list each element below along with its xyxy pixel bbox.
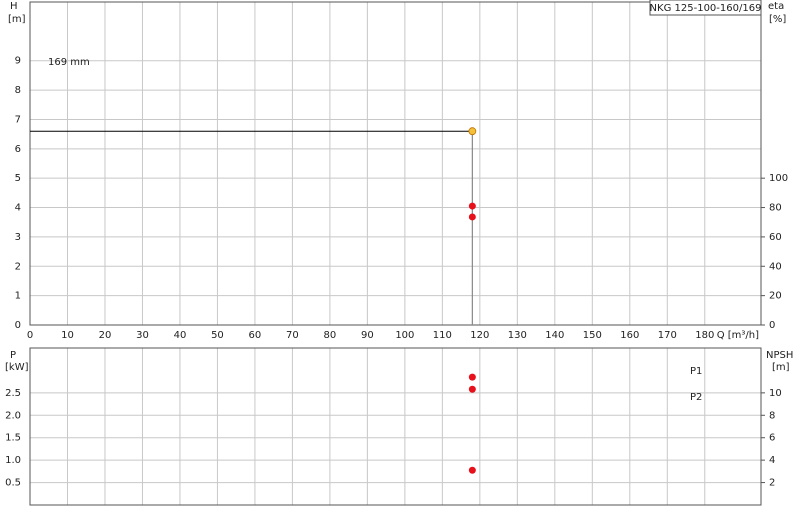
x-tick-label: 90 xyxy=(361,330,374,341)
y2-axis-unit: [m] xyxy=(772,362,790,373)
y-tick-label: 1 xyxy=(15,291,21,302)
y2-axis-label: eta xyxy=(768,1,784,12)
y-tick-label: 1.5 xyxy=(5,433,21,444)
operating-point xyxy=(468,202,476,210)
y2-tick-label: 10 xyxy=(769,388,782,399)
curve-label: P2 xyxy=(690,392,702,403)
y-axis-unit: [kW] xyxy=(5,362,29,373)
y2-axis-label: NPSH xyxy=(766,350,793,361)
y-tick-label: 8 xyxy=(15,85,21,96)
operating-point xyxy=(468,213,476,221)
y2-tick-label: 100 xyxy=(769,173,788,184)
y-tick-label: 2.5 xyxy=(5,388,21,399)
x-tick-label: 0 xyxy=(27,330,33,341)
curve-label: P1 xyxy=(690,366,702,377)
y-tick-label: 7 xyxy=(15,114,21,125)
plot-frame xyxy=(29,1,762,326)
chart-title: NKG 125-100-160/169 xyxy=(650,3,762,14)
y2-tick-label: 8 xyxy=(769,410,775,421)
x-tick-label: 60 xyxy=(249,330,262,341)
y-tick-label: 4 xyxy=(15,203,21,214)
x-tick-label: 140 xyxy=(545,330,564,341)
x-tick-label: 10 xyxy=(61,330,74,341)
operating-point xyxy=(468,385,476,393)
x-tick-label: 170 xyxy=(658,330,677,341)
x-tick-label: 50 xyxy=(211,330,224,341)
curve-label: 169 mm xyxy=(48,57,90,68)
x-tick-label: 100 xyxy=(395,330,414,341)
plot-frame xyxy=(29,347,762,506)
y2-axis-unit: [%] xyxy=(769,14,786,25)
x-tick-label: 80 xyxy=(324,330,337,341)
y2-tick-label: 80 xyxy=(769,203,782,214)
x-tick-label: 30 xyxy=(136,330,149,341)
operating-point xyxy=(468,466,476,474)
operating-point xyxy=(468,373,476,381)
x-axis-label: Q [m³/h] xyxy=(717,330,759,341)
y-tick-label: 2.0 xyxy=(5,410,21,421)
y2-tick-label: 2 xyxy=(769,478,775,489)
y2-tick-label: 0 xyxy=(769,320,775,331)
operating-point xyxy=(468,127,477,136)
x-tick-label: 110 xyxy=(433,330,452,341)
y2-tick-label: 4 xyxy=(769,455,775,466)
y-tick-label: 5 xyxy=(15,173,21,184)
y-axis-unit: [m] xyxy=(8,14,26,25)
x-tick-label: 20 xyxy=(99,330,112,341)
x-tick-label: 150 xyxy=(583,330,602,341)
y2-tick-label: 6 xyxy=(769,433,775,444)
x-tick-label: 40 xyxy=(174,330,187,341)
x-tick-label: 70 xyxy=(286,330,299,341)
y2-tick-label: 20 xyxy=(769,291,782,302)
y-axis-label: H xyxy=(10,1,18,12)
y2-tick-label: 60 xyxy=(769,232,782,243)
y-axis-label: P xyxy=(10,350,16,361)
x-tick-label: 180 xyxy=(695,330,714,341)
y-tick-label: 0 xyxy=(15,320,21,331)
x-tick-label: 130 xyxy=(508,330,527,341)
y-tick-label: 9 xyxy=(15,56,21,67)
y-tick-label: 0.5 xyxy=(5,478,21,489)
y-tick-label: 2 xyxy=(15,261,21,272)
x-tick-label: 120 xyxy=(470,330,489,341)
title-box xyxy=(649,0,762,16)
y2-tick-label: 40 xyxy=(769,261,782,272)
y-tick-label: 6 xyxy=(15,144,21,155)
y-tick-label: 1.0 xyxy=(5,455,21,466)
x-tick-label: 160 xyxy=(620,330,639,341)
y-tick-label: 3 xyxy=(15,232,21,243)
